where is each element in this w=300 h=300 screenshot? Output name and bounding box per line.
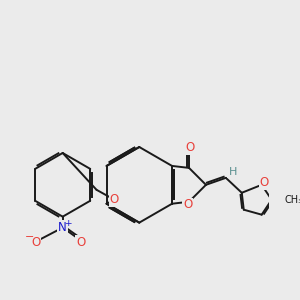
Text: O: O <box>183 199 192 212</box>
Text: H: H <box>228 167 237 177</box>
Text: O: O <box>76 236 86 249</box>
Text: O: O <box>110 193 119 206</box>
Text: O: O <box>186 141 195 154</box>
Text: CH₃: CH₃ <box>285 195 300 205</box>
Text: −: − <box>24 232 34 242</box>
Text: O: O <box>260 176 269 189</box>
Text: O: O <box>31 236 40 249</box>
Text: N: N <box>58 221 67 234</box>
Text: +: + <box>64 219 72 228</box>
